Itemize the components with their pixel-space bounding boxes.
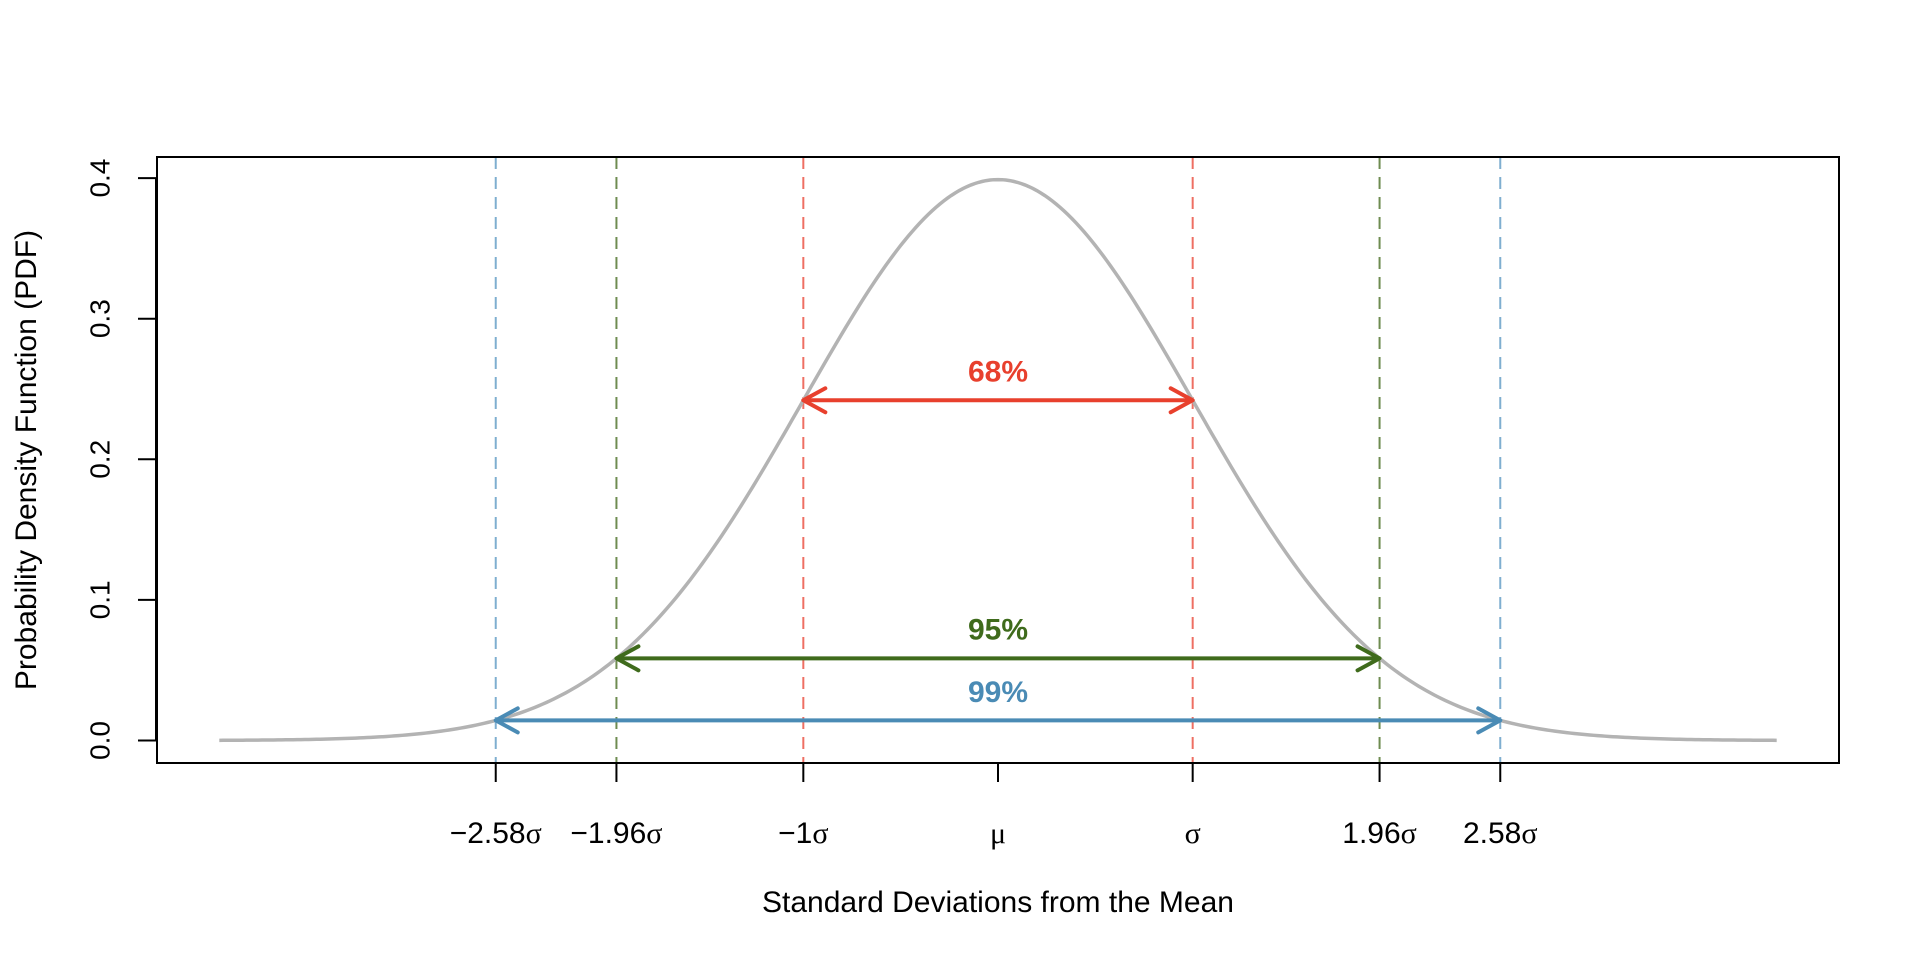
interval-99: 99% [493,676,1503,735]
x-tick-label: −2.58σ [450,817,542,850]
y-tick-label: 0.2 [85,440,116,479]
interval-label-68: 68% [968,356,1028,389]
x-tick-label: 2.58σ [1463,817,1538,850]
x-tick-label: 1.96σ [1342,817,1417,850]
interval-label-95: 95% [968,614,1028,647]
arrowhead-right-99 [1476,706,1503,735]
x-axis: −2.58σ −1.96σ −1σ μ σ 1.96σ 2.58σ [450,763,1538,850]
interval-label-99: 99% [968,676,1028,709]
x-axis-title: Standard Deviations from the Mean [762,886,1234,919]
interval-95: 95% [614,614,1382,673]
y-tick-label: 0.1 [85,580,116,619]
plot-frame [156,156,1840,764]
arrowhead-left-95 [614,644,641,673]
arrowhead-left-99 [493,706,520,735]
y-tick-label: 0.4 [85,159,116,198]
pdf-curve [219,177,1777,743]
x-tick-label: σ [1185,817,1201,850]
y-tick-label: 0.0 [85,721,116,760]
x-tick-label: μ [990,817,1006,850]
y-axis: 0.0 0.1 0.2 0.3 0.4 [85,159,157,760]
interval-arrows: 68% 95% 99% [493,356,1503,735]
y-tick-label: 0.3 [85,299,116,338]
interval-68: 68% [801,356,1195,415]
arrowhead-right-95 [1355,644,1382,673]
arrowhead-left-68 [801,386,828,415]
interval-boundary-lines [494,157,1502,763]
arrowhead-right-68 [1168,386,1195,415]
x-tick-label: −1σ [778,817,828,850]
y-axis-title: Probability Density Function (PDF) [10,230,43,690]
x-tick-label: −1.96σ [570,817,662,850]
